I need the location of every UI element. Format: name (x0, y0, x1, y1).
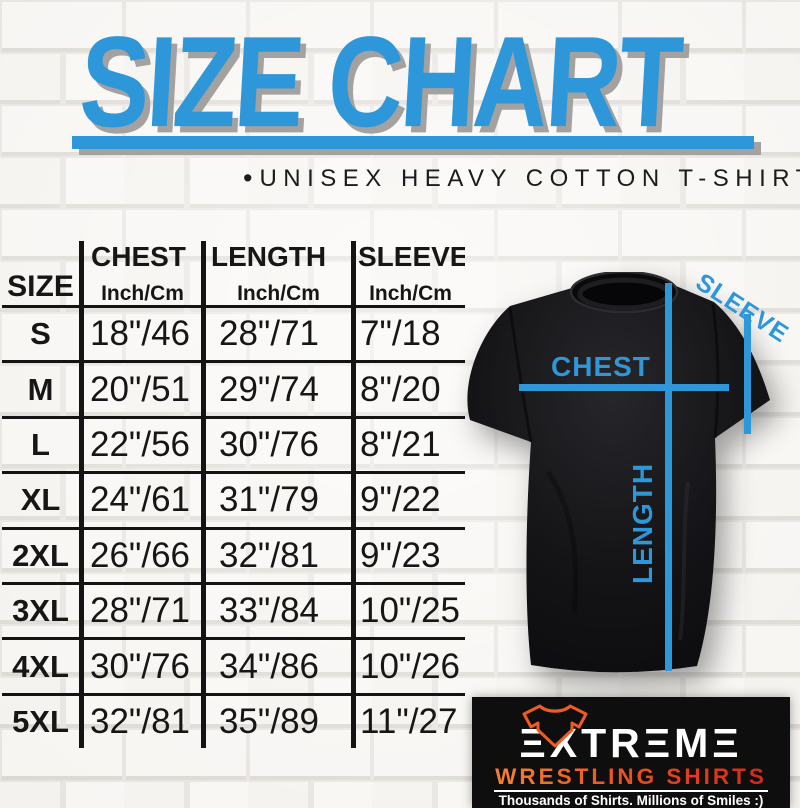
chest-measure-line (519, 384, 729, 391)
length-value: 35"/89 (201, 692, 351, 749)
length-measure-label: LENGTH (627, 462, 658, 584)
size-column-header: SIZE (7, 270, 74, 303)
sleeve-column-header: SLEEVE Inch/Cm (351, 241, 465, 305)
sleeve-header-unit: Inch/Cm (369, 282, 452, 305)
brand-name-suffix: TRΞMΞ (581, 720, 743, 766)
size-label: 4XL (2, 637, 79, 692)
chest-column-header: CHEST Inch/Cm (79, 241, 201, 305)
length-value: 28"/71 (201, 305, 351, 361)
product-subtitle: • UNISEX HEAVY COTTON T-SHIRT (243, 163, 800, 194)
size-label: 3XL (2, 581, 79, 637)
length-column-header: LENGTH Inch/Cm (201, 241, 351, 305)
chest-header-label: CHEST (91, 241, 186, 272)
chest-value: 30"/76 (79, 637, 201, 693)
chest-value: 22"/56 (79, 415, 201, 472)
chest-value: 18"/46 (79, 305, 201, 361)
length-measure-line (665, 283, 672, 671)
length-header-label: LENGTH (211, 241, 327, 272)
length-value: 34"/86 (201, 637, 351, 693)
chest-value: 28"/71 (79, 581, 201, 638)
size-label: M (2, 360, 79, 415)
sleeve-value: 8"/21 (351, 415, 465, 472)
length-value: 30"/76 (201, 415, 351, 472)
chest-measure-label: CHEST (551, 351, 651, 382)
sleeve-value: 9"/23 (351, 526, 465, 582)
product-subtitle-text: UNISEX HEAVY COTTON T-SHIRT (259, 164, 800, 192)
sleeve-value: 10"/25 (351, 581, 465, 638)
logo-divider (494, 790, 768, 792)
chest-value: 20"/51 (79, 360, 201, 416)
size-label: L (2, 415, 79, 471)
brand-line2: WRESTLING SHIRTS (472, 765, 790, 789)
size-label: 5XL (2, 692, 79, 748)
sleeve-value: 11"/27 (351, 692, 465, 749)
tshirt-body (467, 280, 770, 673)
page-title-wrap: SIZE CHART (76, 11, 798, 155)
length-header-unit: Inch/Cm (237, 282, 320, 305)
chest-value: 26"/66 (79, 526, 201, 582)
size-label: 2XL (2, 526, 79, 582)
chest-value: 24"/61 (79, 471, 201, 527)
chest-value: 32"/81 (79, 692, 201, 749)
title-underline-bar (72, 136, 754, 149)
size-label: XL (2, 471, 79, 526)
length-value: 32"/81 (201, 526, 351, 582)
size-label: S (2, 305, 79, 360)
chest-header-unit: Inch/Cm (101, 282, 184, 305)
size-table: SIZE CHEST Inch/Cm LENGTH Inch/Cm SLEEVE… (2, 241, 465, 749)
sleeve-value: 8"/20 (351, 360, 465, 416)
sleeve-header-label: SLEEVE (358, 241, 465, 272)
tshirt-icon (522, 704, 588, 748)
sleeve-measure-line (744, 314, 751, 434)
page-title: SIZE CHART (76, 10, 685, 155)
sleeve-value: 10"/26 (351, 637, 465, 693)
logo-tagline: Thousands of Shirts. Millions of Smiles … (498, 793, 764, 808)
sleeve-value: 9"/22 (351, 471, 465, 527)
bullet-icon: • (243, 163, 253, 193)
sleeve-value: 7"/18 (351, 305, 465, 361)
brand-logo: ΞXTRΞMΞ WRESTLING SHIRTS Thousands of Sh… (472, 697, 790, 808)
length-value: 31"/79 (201, 471, 351, 527)
tshirt-graphic (467, 272, 770, 673)
length-value: 29"/74 (201, 360, 351, 416)
length-value: 33"/84 (201, 581, 351, 638)
